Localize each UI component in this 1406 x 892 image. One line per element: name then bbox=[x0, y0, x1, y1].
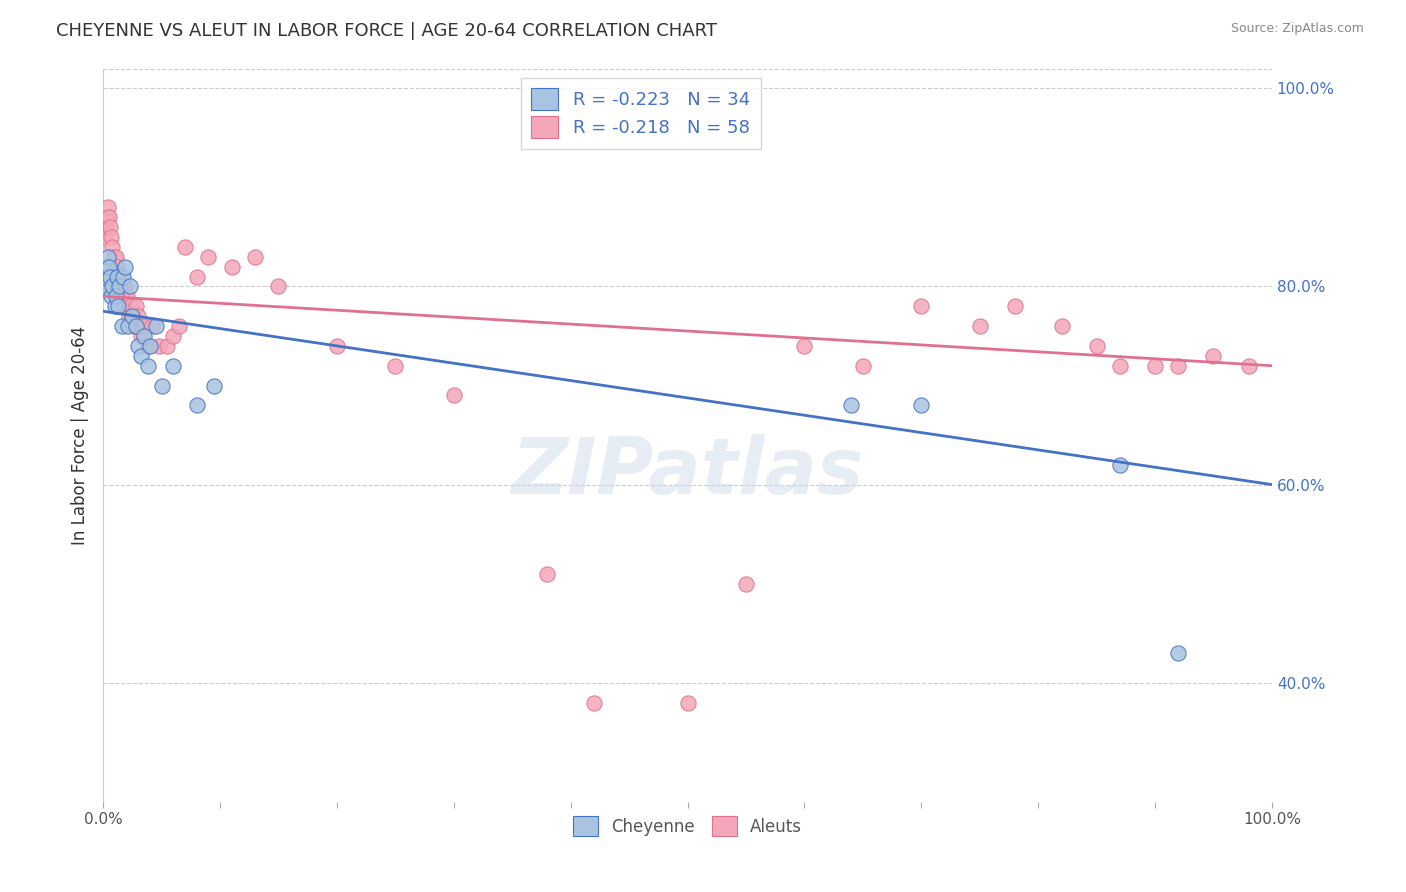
Point bbox=[969, 319, 991, 334]
Point bbox=[735, 576, 758, 591]
Point bbox=[1109, 458, 1132, 472]
Point bbox=[129, 329, 152, 343]
Point bbox=[104, 299, 127, 313]
Point bbox=[136, 359, 159, 373]
Point bbox=[145, 319, 167, 334]
Point bbox=[910, 299, 932, 313]
Point bbox=[97, 200, 120, 214]
Point bbox=[162, 329, 184, 343]
Point bbox=[132, 329, 155, 343]
Point bbox=[202, 378, 225, 392]
Point bbox=[1202, 349, 1225, 363]
Point bbox=[839, 398, 862, 412]
Point bbox=[94, 269, 117, 284]
Point bbox=[150, 378, 173, 392]
Point bbox=[114, 260, 136, 274]
Point bbox=[93, 279, 115, 293]
Point bbox=[104, 289, 127, 303]
Point bbox=[1004, 299, 1026, 313]
Text: Source: ZipAtlas.com: Source: ZipAtlas.com bbox=[1230, 22, 1364, 36]
Point bbox=[98, 220, 121, 235]
Point bbox=[582, 696, 605, 710]
Point bbox=[132, 319, 155, 334]
Point bbox=[107, 299, 129, 313]
Point bbox=[121, 309, 143, 323]
Point bbox=[384, 359, 406, 373]
Point bbox=[141, 319, 163, 334]
Point bbox=[111, 319, 134, 334]
Point bbox=[111, 289, 134, 303]
Point bbox=[174, 240, 197, 254]
Point bbox=[107, 269, 129, 284]
Point bbox=[111, 279, 134, 293]
Text: ZIPatlas: ZIPatlas bbox=[512, 434, 863, 509]
Point bbox=[1167, 646, 1189, 660]
Point bbox=[118, 279, 141, 293]
Point bbox=[793, 339, 815, 353]
Point bbox=[98, 260, 121, 274]
Point bbox=[98, 269, 121, 284]
Point bbox=[97, 250, 120, 264]
Point bbox=[96, 210, 118, 224]
Point bbox=[536, 566, 558, 581]
Point bbox=[115, 289, 138, 303]
Point bbox=[676, 696, 699, 710]
Point bbox=[94, 220, 117, 235]
Point bbox=[1237, 359, 1260, 373]
Point bbox=[127, 339, 149, 353]
Point bbox=[125, 319, 148, 334]
Point bbox=[186, 398, 208, 412]
Point bbox=[186, 269, 208, 284]
Point bbox=[910, 398, 932, 412]
Point bbox=[114, 279, 136, 293]
Point bbox=[127, 309, 149, 323]
Point bbox=[162, 359, 184, 373]
Point bbox=[221, 260, 243, 274]
Point bbox=[243, 250, 266, 264]
Point bbox=[117, 319, 139, 334]
Point bbox=[100, 289, 122, 303]
Point bbox=[1109, 359, 1132, 373]
Point bbox=[120, 299, 142, 313]
Point bbox=[129, 349, 152, 363]
Point bbox=[101, 240, 124, 254]
Point bbox=[125, 299, 148, 313]
Point bbox=[1143, 359, 1166, 373]
Point bbox=[104, 250, 127, 264]
Point bbox=[108, 279, 131, 293]
Point bbox=[167, 319, 190, 334]
Point bbox=[1050, 319, 1073, 334]
Point bbox=[108, 279, 131, 293]
Point bbox=[156, 339, 179, 353]
Point bbox=[1167, 359, 1189, 373]
Point bbox=[103, 250, 125, 264]
Point bbox=[100, 230, 122, 244]
Point bbox=[104, 260, 127, 274]
Point bbox=[443, 388, 465, 402]
Point bbox=[93, 230, 115, 244]
Point bbox=[111, 269, 134, 284]
Point bbox=[105, 260, 128, 274]
Point bbox=[148, 339, 170, 353]
Point bbox=[136, 339, 159, 353]
Point bbox=[139, 339, 162, 353]
Y-axis label: In Labor Force | Age 20-64: In Labor Force | Age 20-64 bbox=[72, 326, 89, 545]
Point bbox=[110, 269, 132, 284]
Point bbox=[112, 299, 135, 313]
Point bbox=[96, 260, 118, 274]
Point bbox=[852, 359, 875, 373]
Point bbox=[105, 269, 128, 284]
Legend: Cheyenne, Aleuts: Cheyenne, Aleuts bbox=[565, 807, 810, 845]
Point bbox=[101, 279, 124, 293]
Point bbox=[326, 339, 349, 353]
Point bbox=[118, 309, 141, 323]
Text: CHEYENNE VS ALEUT IN LABOR FORCE | AGE 20-64 CORRELATION CHART: CHEYENNE VS ALEUT IN LABOR FORCE | AGE 2… bbox=[56, 22, 717, 40]
Point bbox=[267, 279, 290, 293]
Point bbox=[98, 210, 121, 224]
Point bbox=[122, 319, 145, 334]
Point bbox=[197, 250, 219, 264]
Point bbox=[1085, 339, 1108, 353]
